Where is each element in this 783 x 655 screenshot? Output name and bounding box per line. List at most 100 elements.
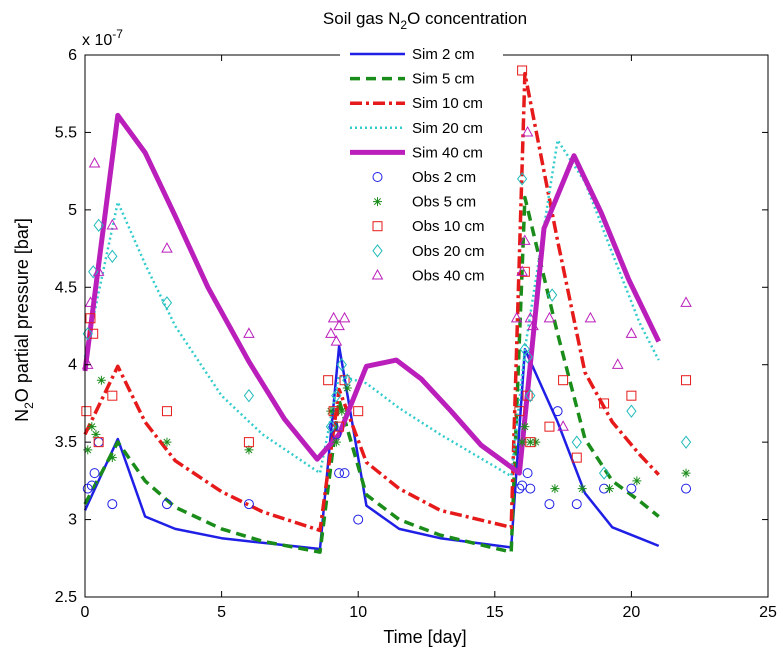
legend-label-obs-20-cm: Obs 20 cm — [412, 243, 485, 260]
data-point-obs-10-cm — [328, 406, 339, 417]
y-tick-label: 3 — [68, 512, 77, 529]
data-point-obs-40-cm — [88, 156, 101, 168]
data-point-obs-20-cm — [626, 404, 637, 418]
data-point-obs-2-cm — [161, 499, 172, 510]
y-tick-label: 6 — [68, 47, 77, 64]
data-point-obs-2-cm — [353, 514, 364, 525]
data-point-obs-40-cm — [584, 311, 597, 323]
data-point-obs-20-cm — [547, 288, 558, 302]
data-point-obs-10-cm — [522, 390, 533, 401]
data-point-obs-5-cm — [525, 437, 535, 447]
legend-label-sim-20-cm: Sim 20 cm — [412, 120, 483, 137]
data-point-obs-5-cm — [520, 422, 530, 432]
legend-label-sim-40-cm: Sim 40 cm — [412, 144, 483, 161]
legend-label-obs-40-cm: Obs 40 cm — [412, 267, 485, 284]
data-point-obs-20-cm — [522, 350, 533, 364]
data-point-obs-10-cm — [107, 390, 118, 401]
data-point-obs-5-cm — [550, 484, 560, 494]
legend-label-obs-5-cm: Obs 5 cm — [412, 194, 476, 211]
data-point-obs-5-cm — [337, 406, 347, 416]
data-point-obs-10-cm — [85, 313, 96, 324]
legend-label-sim-2-cm: Sim 2 cm — [412, 46, 475, 63]
series-markers-obs-5-cm — [83, 375, 691, 494]
data-point-obs-2-cm — [86, 480, 97, 491]
data-point-obs-2-cm — [525, 483, 536, 494]
data-point-obs-2-cm — [107, 499, 118, 510]
series-line-sim-10-cm — [83, 71, 660, 533]
data-point-obs-40-cm — [543, 311, 556, 323]
data-point-obs-2-cm — [681, 483, 692, 494]
data-point-obs-40-cm — [243, 327, 255, 338]
chart-title: Soil gas N2O concentration — [323, 9, 527, 32]
data-point-obs-2-cm — [243, 499, 254, 510]
data-point-obs-2-cm — [571, 499, 582, 510]
data-point-obs-40-cm — [519, 234, 531, 245]
data-point-obs-5-cm — [605, 484, 615, 494]
data-point-obs-10-cm — [161, 406, 172, 417]
data-point-obs-10-cm — [334, 421, 345, 432]
data-point-obs-20-cm — [93, 218, 104, 233]
x-tick-label: 0 — [81, 604, 90, 621]
data-point-obs-5-cm — [342, 383, 352, 393]
data-point-obs-10-cm — [514, 406, 525, 417]
data-point-obs-10-cm — [571, 452, 582, 463]
data-point-obs-20-cm — [325, 419, 337, 434]
data-point-obs-5-cm — [681, 468, 691, 478]
data-point-obs-5-cm — [91, 429, 101, 439]
data-point-obs-5-cm — [83, 445, 93, 455]
y-axis-label: N2O partial pressure [bar] — [12, 218, 36, 422]
data-point-obs-20-cm — [525, 389, 536, 403]
data-point-obs-10-cm — [517, 65, 528, 76]
data-point-obs-10-cm — [599, 398, 610, 409]
series-line-sim-2-cm — [83, 344, 660, 551]
data-point-obs-2-cm — [514, 483, 525, 494]
data-point-obs-20-cm — [680, 435, 692, 449]
data-point-obs-2-cm — [626, 483, 637, 494]
data-point-obs-5-cm — [577, 484, 587, 494]
data-point-obs-2-cm — [334, 468, 345, 479]
data-point-obs-10-cm — [626, 390, 637, 401]
data-point-obs-10-cm — [81, 406, 92, 417]
data-point-obs-2-cm — [522, 468, 533, 479]
data-point-obs-10-cm — [93, 437, 104, 448]
data-point-obs-10-cm — [519, 266, 530, 277]
data-point-obs-10-cm — [88, 328, 99, 339]
data-point-obs-40-cm — [557, 420, 569, 431]
data-point-obs-5-cm — [87, 422, 97, 432]
data-point-obs-40-cm — [333, 319, 345, 331]
data-point-obs-2-cm — [89, 468, 100, 479]
legend-swatch-obs-20-cm — [372, 244, 383, 258]
x-tick-label: 5 — [217, 604, 226, 621]
series-line-sim-40-cm — [82, 112, 661, 476]
data-point-obs-10-cm — [243, 437, 254, 448]
data-point-obs-20-cm — [243, 389, 255, 403]
data-point-obs-40-cm — [92, 265, 105, 276]
data-point-obs-40-cm — [106, 218, 119, 230]
data-point-obs-40-cm — [325, 327, 337, 338]
legend-swatch-obs-2-cm — [372, 172, 383, 182]
data-point-obs-40-cm — [338, 311, 351, 323]
y-tick-label: 4.5 — [55, 279, 77, 296]
legend-swatch-obs-40-cm — [371, 268, 384, 280]
data-point-obs-10-cm — [323, 375, 334, 386]
data-point-obs-40-cm — [680, 296, 692, 307]
y-tick-label: 2.5 — [55, 589, 77, 606]
data-point-obs-10-cm — [681, 375, 692, 386]
data-point-obs-10-cm — [558, 375, 569, 386]
legend-label-sim-5-cm: Sim 5 cm — [412, 71, 475, 88]
data-point-obs-40-cm — [524, 311, 537, 323]
data-point-obs-2-cm — [544, 499, 555, 510]
legend-label-sim-10-cm: Sim 10 cm — [412, 95, 483, 112]
data-point-obs-2-cm — [339, 468, 350, 479]
data-point-obs-5-cm — [96, 375, 106, 385]
data-point-obs-40-cm — [611, 358, 624, 369]
data-point-obs-20-cm — [516, 172, 528, 186]
legend-swatch-obs-5-cm — [373, 197, 382, 207]
data-point-obs-40-cm — [516, 265, 528, 276]
data-point-obs-2-cm — [552, 406, 563, 417]
data-point-obs-40-cm — [625, 327, 638, 338]
data-point-obs-10-cm — [339, 375, 350, 386]
data-point-obs-5-cm — [331, 437, 341, 447]
y-tick-label: 3.5 — [55, 434, 77, 451]
legend-swatch-obs-10-cm — [372, 221, 383, 232]
